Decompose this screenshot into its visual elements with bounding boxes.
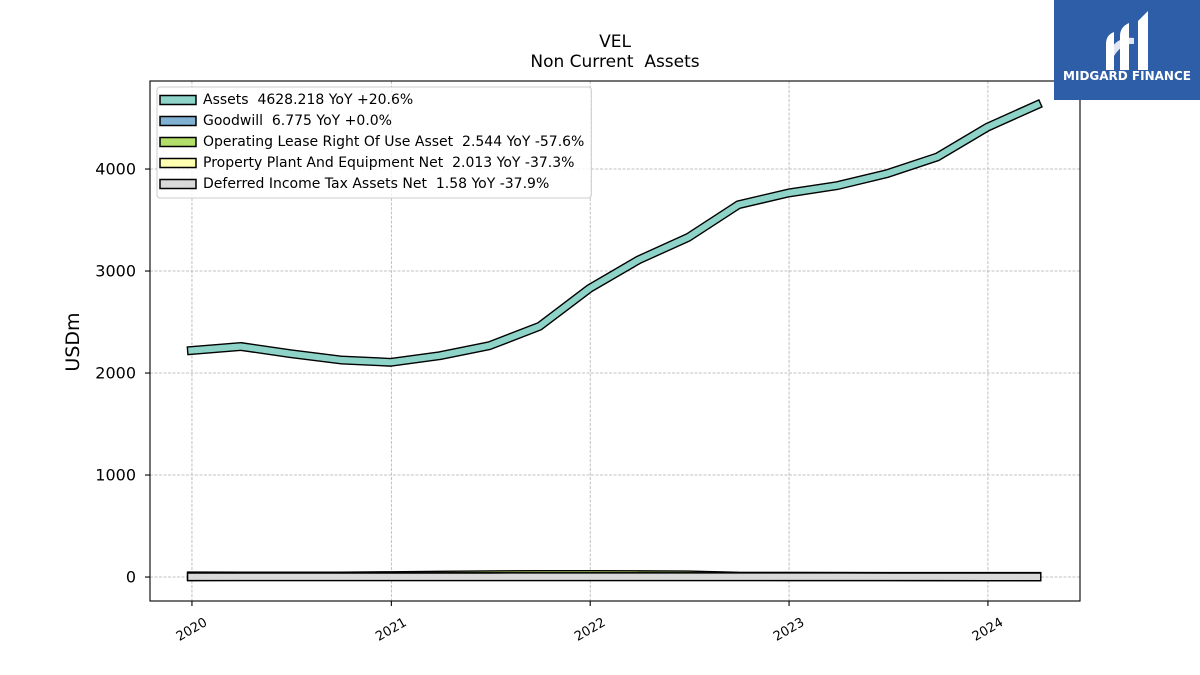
axes-frame xyxy=(149,80,1081,602)
y-tick-label: 4000 xyxy=(95,160,136,179)
logo-icon-arch xyxy=(1110,37,1134,56)
midgard-logo-icon xyxy=(1106,11,1148,70)
y-tick-label: 0 xyxy=(126,568,136,587)
legend-swatch-assets xyxy=(159,94,197,106)
midgard-finance-logo: MIDGARD FINANCE xyxy=(1054,0,1200,100)
logo-icon-right-pillar xyxy=(1138,11,1148,70)
y-tick-label: 2000 xyxy=(95,364,136,383)
legend-swatch-property-plant-and-equipment-net xyxy=(159,157,197,169)
chart-subtitle: Non Current Assets xyxy=(530,52,699,72)
legend-label-operating-lease-right-of-use-asset: Operating Lease Right Of Use Asset 2.544… xyxy=(203,134,584,150)
legend-item-goodwill: Goodwill 6.775 YoY +0.0% xyxy=(159,113,392,129)
legend-item-operating-lease-right-of-use-asset: Operating Lease Right Of Use Asset 2.544… xyxy=(159,134,584,150)
logo-icon-middle-pillar xyxy=(1120,23,1129,70)
logo-text: MIDGARD FINANCE xyxy=(1063,69,1191,83)
y-tick-label: 3000 xyxy=(95,262,136,281)
logo-icon-left-pillar xyxy=(1106,32,1114,70)
legend-item-property-plant-and-equipment-net: Property Plant And Equipment Net 2.013 Y… xyxy=(159,155,574,171)
series-assets xyxy=(186,99,1043,367)
legend-item-assets: Assets 4628.218 YoY +20.6% xyxy=(159,92,413,108)
legend-label-deferred-income-tax-assets-net: Deferred Income Tax Assets Net 1.58 YoY … xyxy=(203,176,549,192)
y-tick-label: 1000 xyxy=(95,466,136,485)
series-lines xyxy=(186,99,1043,582)
legend-frame xyxy=(156,86,592,199)
legend-swatch-goodwill xyxy=(159,115,197,127)
y-axis-label: USDm xyxy=(62,312,84,371)
chart-title: VEL xyxy=(599,32,631,52)
series-line-assets xyxy=(188,100,1042,366)
legend-swatch-operating-lease-right-of-use-asset xyxy=(159,136,197,148)
legend-item-deferred-income-tax-assets-net: Deferred Income Tax Assets Net 1.58 YoY … xyxy=(159,176,549,192)
legend-label-assets: Assets 4628.218 YoY +20.6% xyxy=(203,92,413,108)
legend: Assets 4628.218 YoY +20.6% Goodwill 6.775… xyxy=(156,86,592,199)
legend-label-property-plant-and-equipment-net: Property Plant And Equipment Net 2.013 Y… xyxy=(203,155,574,171)
legend-swatch-deferred-income-tax-assets-net xyxy=(159,178,197,190)
legend-label-goodwill: Goodwill 6.775 YoY +0.0% xyxy=(203,113,392,129)
